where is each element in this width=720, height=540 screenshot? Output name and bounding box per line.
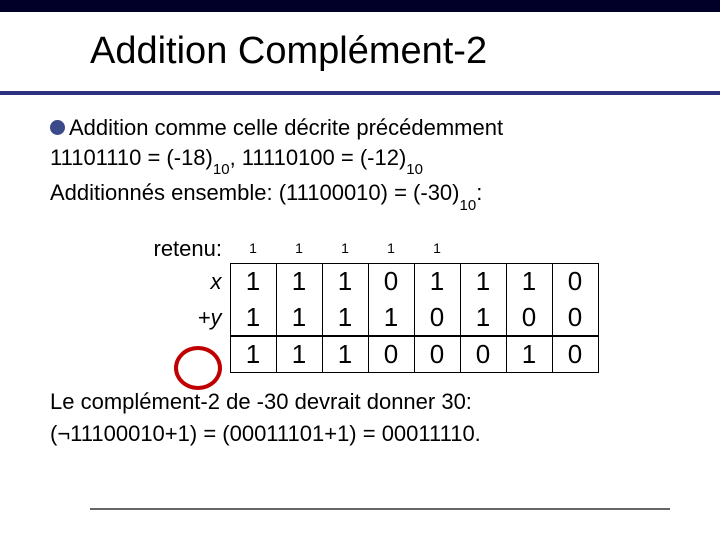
x-row: x 1 1 1 0 1 1 1 0: [130, 264, 598, 300]
content-area: Addition comme celle décrite précédemmen…: [0, 95, 720, 448]
y-row: +y 1 1 1 1 0 1 0 0: [130, 300, 598, 336]
bullet-text: Addition comme celle décrite précédemmen…: [69, 113, 503, 143]
x-label: x: [130, 264, 230, 300]
slide: Addition Complément-2 Addition comme cel…: [0, 0, 720, 540]
after-line-1: Le complément-2 de -30 devrait donner 30…: [50, 387, 680, 417]
sum-row: 1 1 1 0 0 0 1 0: [130, 336, 598, 373]
line-2: 11101110 = (-18)10, 11110100 = (-12)10: [50, 143, 680, 177]
bullet-icon: [50, 120, 65, 135]
top-bar: [0, 0, 720, 12]
carry-label: retenu:: [130, 234, 230, 264]
y-label: +y: [130, 300, 230, 336]
after-line-2: (¬11100010+1) = (00011101+1) = 00011110.: [50, 419, 680, 449]
footer-rule: [90, 508, 670, 510]
line-3: Additionnés ensemble: (11100010) = (-30)…: [50, 178, 680, 212]
carry-row: retenu: 1 1 1 1 1: [130, 234, 598, 264]
slide-title: Addition Complément-2: [0, 12, 720, 91]
addition-table: retenu: 1 1 1 1 1 x 1 1 1 0 1: [130, 234, 680, 373]
bullet-line: Addition comme celle décrite précédemmen…: [50, 113, 680, 143]
